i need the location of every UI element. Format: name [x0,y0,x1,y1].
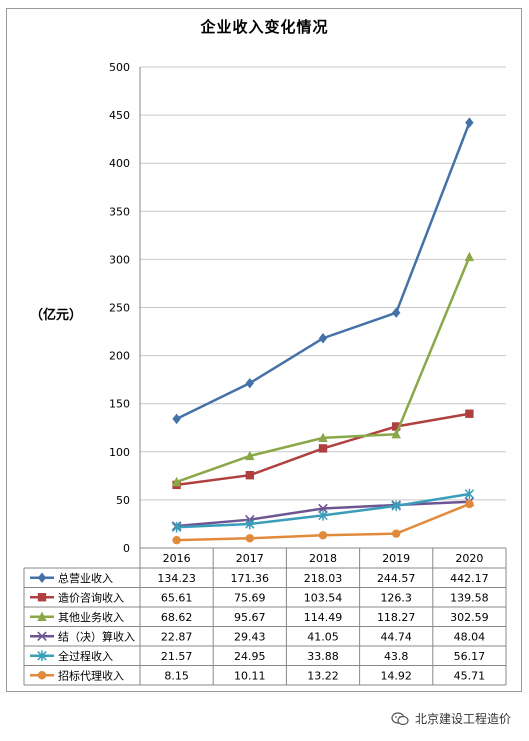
data-table-cell: 218.03 [304,572,343,585]
data-table-cell: 21.57 [161,650,193,663]
data-table-cell: 43.8 [384,650,409,663]
data-table-cell: 22.87 [161,630,193,643]
data-table-cell: 13.22 [307,669,339,682]
data-point [392,529,401,538]
data-point [171,476,182,487]
watermark: 北京建设工程造价 [391,710,511,727]
data-table-cell: 95.67 [234,611,266,624]
x-tick-label: 2019 [382,552,410,565]
data-table-cell: 33.88 [307,650,339,663]
x-tick-label: 2016 [163,552,191,565]
y-tick-label: 450 [109,109,130,122]
data-point [172,535,181,545]
y-tick-label: 150 [109,398,130,411]
y-tick-label: 100 [109,446,130,459]
data-point [245,518,255,530]
y-tick-label: 500 [109,61,130,74]
data-point [391,429,401,439]
legend-label: 总营业收入 [58,571,113,585]
data-point [318,531,328,540]
data-point [171,522,182,533]
data-table-cell: 10.11 [234,669,266,682]
data-table-cell: 68.62 [161,611,193,624]
data-point [318,333,328,344]
data-table-cell: 41.05 [307,630,339,643]
data-table-cell: 29.43 [234,630,266,643]
y-tick-label: 200 [109,350,130,363]
data-point [245,534,254,543]
data-table-cell: 75.69 [234,591,266,604]
data-point [245,377,254,389]
data-table-cell: 24.95 [234,650,266,663]
data-table-cell: 103.54 [304,591,343,604]
data-table-cell: 139.58 [450,591,489,604]
y-tick-label: 0 [123,542,130,555]
y-axis-unit-label: （亿元） [30,308,83,323]
data-table-cell: 244.57 [377,572,416,585]
data-table-cell: 442.17 [450,572,489,585]
legend-label: 全过程收入 [58,649,113,663]
x-tick-label: 2018 [309,552,337,565]
data-point [464,251,475,262]
legend-key-marker [37,593,47,602]
data-point [464,488,475,500]
data-table-cell: 302.59 [450,611,489,624]
legend-label: 结（决）算收入 [58,629,135,643]
data-table-cell: 8.15 [164,669,189,682]
data-point [245,470,254,480]
data-point [318,503,328,514]
data-table-cell: 56.17 [454,650,486,663]
legend-key-marker [37,650,47,661]
legend-label: 其他业务收入 [58,610,124,624]
data-point [391,500,401,512]
data-table-cell: 14.92 [380,669,412,682]
data-point [318,432,328,443]
data-table-cell: 48.04 [454,630,486,643]
x-tick-label: 2017 [236,552,264,565]
x-tick-label: 2020 [455,552,483,565]
data-table-cell: 134.23 [157,572,196,585]
data-table-cell: 45.71 [454,669,486,682]
data-table-cell: 126.3 [380,591,412,604]
y-tick-label: 350 [109,205,130,218]
y-tick-label: 300 [109,253,130,266]
y-tick-label: 250 [109,302,130,315]
legend-key-marker [37,611,47,621]
series-line [176,122,471,420]
y-tick-label: 400 [109,157,130,170]
chart-title: 企业收入变化情况 [200,18,329,36]
legend-label: 造价咨询收入 [58,590,124,604]
legend-key-marker [37,572,47,583]
wechat-icon [391,711,409,725]
data-table-cell: 118.27 [377,611,416,624]
data-point [318,510,328,521]
data-point [245,450,255,461]
data-point [392,307,401,318]
data-point [465,117,474,128]
chart-frame [6,8,522,692]
legend-key-marker [37,671,47,680]
legend-label: 招标代理收入 [58,668,124,682]
data-point [465,499,474,509]
data-point [392,422,401,431]
y-tick-label: 50 [116,494,130,507]
data-table-cell: 65.61 [161,591,193,604]
data-table-cell: 114.49 [304,611,343,624]
watermark-text: 北京建设工程造价 [414,712,511,726]
data-table-cell: 44.74 [380,630,412,643]
data-point [465,409,474,418]
data-table-cell: 171.36 [231,572,270,585]
legend-key-marker [37,631,47,642]
data-point [318,444,328,453]
data-point [172,413,181,425]
